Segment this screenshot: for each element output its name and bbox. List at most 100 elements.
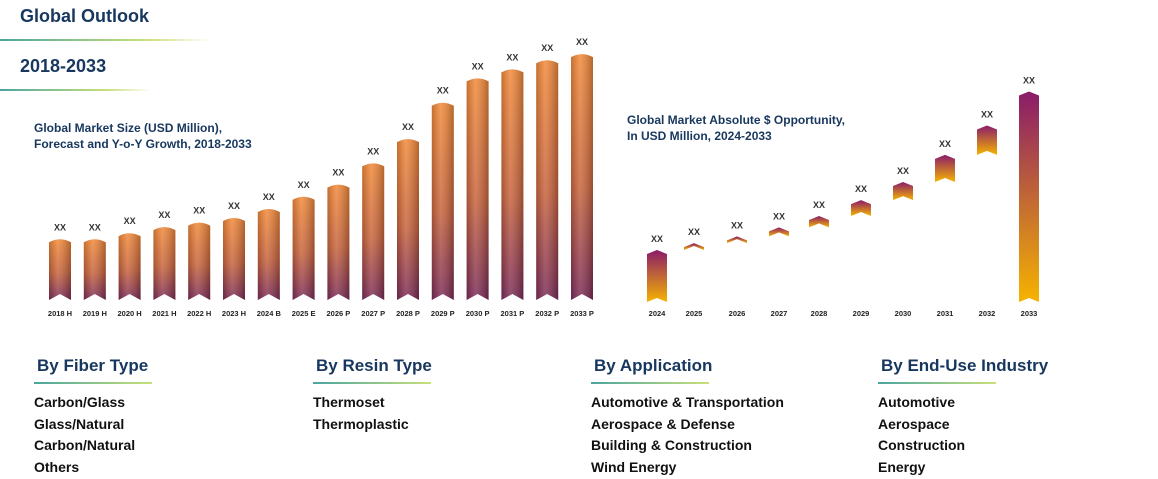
x-tick-label: 2033 — [1021, 309, 1038, 318]
x-tick-label: 2030 — [895, 309, 912, 318]
bar — [647, 249, 667, 302]
bar-shading — [397, 139, 419, 300]
x-tick-label: 2032 — [979, 309, 996, 318]
data-label: XX — [939, 139, 951, 149]
segment-item: Carbon/Glass — [34, 394, 126, 410]
bar-shading — [431, 102, 454, 301]
x-tick-label: 2023 H — [222, 309, 246, 318]
bar-shading — [257, 208, 280, 300]
bar-shading — [466, 78, 489, 301]
segment-title: By Application — [594, 356, 713, 375]
data-label: XX — [576, 37, 588, 47]
opportunity-title-line2: In USD Million, 2024-2033 — [627, 129, 772, 143]
bar — [851, 200, 871, 216]
x-tick-label: 2024 B — [257, 309, 282, 318]
data-label: XX — [1023, 76, 1035, 86]
x-tick-label: 2028 P — [396, 309, 420, 318]
segment-item: Wind Energy — [591, 459, 677, 476]
market-size-chart: XX 2018 H XX 2019 H XX 2020 H XX 2021 H XX 2022 H… — [48, 37, 594, 318]
segment-title: By Fiber Type — [37, 356, 149, 375]
market-size-title-line1: Global Market Size (USD Million), — [34, 121, 223, 135]
x-tick-label: 2026 P — [327, 309, 351, 318]
x-tick-label: 2030 P — [466, 309, 490, 318]
x-tick-label: 2027 — [771, 309, 788, 318]
bar — [769, 227, 789, 237]
data-label: XX — [437, 86, 449, 96]
bar-shading — [536, 60, 559, 301]
bar-shading — [327, 184, 350, 300]
data-label: XX — [193, 206, 205, 216]
segment-list: Thermoset Thermoplastic — [313, 392, 409, 435]
data-label: XX — [263, 192, 275, 202]
segment-divider — [878, 382, 996, 384]
segment-item: Thermoset — [313, 394, 385, 410]
x-tick-label: 2024 — [649, 309, 667, 318]
x-tick-label: 2025 — [686, 309, 703, 318]
x-tick-label: 2018 H — [48, 309, 72, 318]
data-label: XX — [367, 146, 379, 156]
segment-list: Automotive Aerospace Construction Energy — [878, 392, 965, 479]
segment-item: Aerospace — [878, 415, 950, 432]
bar — [977, 125, 997, 155]
segment-item: Glass/Natural — [34, 415, 125, 432]
x-tick-label: 2021 H — [152, 309, 176, 318]
segment-list: Carbon/Glass Glass/Natural Carbon/Natura… — [34, 392, 135, 479]
data-label: XX — [228, 201, 240, 211]
x-tick-label: 2022 H — [187, 309, 211, 318]
segment-title: By Resin Type — [316, 356, 432, 375]
data-label: XX — [89, 222, 101, 232]
bar-shading — [292, 196, 315, 300]
segment-list: Automotive & Transportation Aerospace & … — [591, 392, 784, 479]
segment-item: Energy — [878, 459, 926, 476]
bar-shading — [571, 54, 593, 301]
bar-shading — [223, 218, 245, 300]
segment-item: Automotive — [878, 394, 955, 410]
bar — [935, 154, 955, 183]
segment-divider — [313, 382, 431, 384]
segment-divider — [34, 382, 152, 384]
bar-shading — [362, 163, 385, 300]
segment-item: Others — [34, 459, 80, 476]
segment-item: Carbon/Natural — [34, 437, 136, 454]
bar-shading — [83, 239, 106, 300]
opportunity-chart-title: Global Market Absolute $ Opportunity, In… — [627, 112, 845, 144]
data-label: XX — [981, 109, 993, 119]
market-size-title-line2: Forecast and Y-o-Y Growth, 2018-2033 — [34, 137, 252, 151]
data-label: XX — [472, 61, 484, 71]
segment-item: Thermoplastic — [313, 415, 409, 432]
data-label: XX — [541, 43, 553, 53]
period-divider — [0, 89, 152, 91]
data-label: XX — [688, 227, 700, 237]
x-tick-label: 2032 P — [535, 309, 559, 318]
data-label: XX — [402, 122, 414, 132]
data-label: XX — [158, 210, 170, 220]
x-tick-label: 2026 — [729, 309, 746, 318]
header-divider — [0, 39, 210, 41]
data-label: XX — [54, 222, 66, 232]
opportunity-title-line1: Global Market Absolute $ Opportunity, — [627, 113, 846, 127]
segment-item: Building & Construction — [591, 437, 752, 454]
data-label: XX — [651, 234, 663, 244]
bar — [809, 216, 829, 228]
data-label: XX — [298, 180, 310, 190]
opportunity-chart: XX 2024 XX 2025 XX 2026 XX 2027 XX 2028 XX 2029 XX 20… — [647, 76, 1039, 318]
bar — [727, 236, 747, 244]
bar-shading — [188, 222, 211, 300]
segment-divider — [591, 382, 709, 384]
bar-shading — [153, 227, 176, 300]
segment-item: Construction — [878, 437, 966, 454]
bar-shading — [118, 233, 141, 300]
x-tick-label: 2029 — [853, 309, 870, 318]
x-tick-label: 2019 H — [83, 309, 107, 318]
data-label: XX — [124, 216, 136, 226]
data-label: XX — [506, 52, 518, 62]
header-title: Global Outlook — [20, 6, 149, 26]
data-label: XX — [813, 200, 825, 210]
x-tick-label: 2028 — [811, 309, 828, 318]
x-tick-label: 2025 E — [292, 309, 316, 318]
segment-item: Automotive & Transportation — [591, 394, 784, 410]
x-tick-label: 2033 P — [570, 309, 594, 318]
data-label: XX — [855, 184, 867, 194]
data-label: XX — [773, 211, 785, 221]
